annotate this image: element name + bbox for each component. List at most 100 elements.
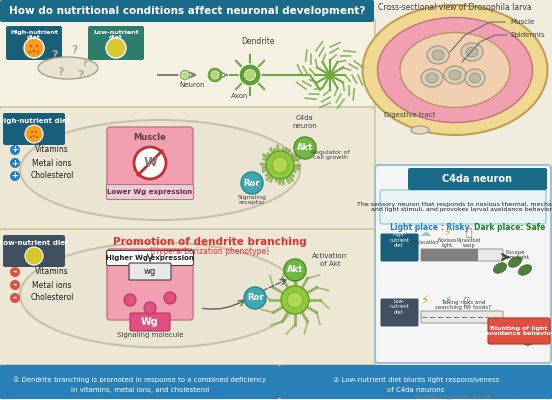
Text: Higher Wg expression: Higher Wg expression [106, 255, 194, 261]
FancyBboxPatch shape [0, 107, 375, 233]
Ellipse shape [432, 50, 444, 60]
Circle shape [211, 71, 219, 79]
Circle shape [31, 131, 33, 133]
FancyBboxPatch shape [130, 313, 170, 331]
Text: Muscle: Muscle [510, 19, 534, 25]
FancyBboxPatch shape [107, 127, 193, 188]
Text: Light place : Risky: Light place : Risky [390, 224, 470, 232]
Text: Vitamins: Vitamins [35, 268, 69, 276]
Text: of C4da neurons: of C4da neurons [388, 387, 445, 393]
Circle shape [207, 67, 223, 83]
Ellipse shape [465, 69, 485, 87]
Text: Akt: Akt [297, 144, 313, 152]
Circle shape [124, 294, 136, 306]
Text: ① Dendrite branching is promoted in response to a combined deficiency: ① Dendrite branching is promoted in resp… [13, 377, 267, 383]
FancyBboxPatch shape [0, 365, 280, 399]
Ellipse shape [513, 327, 527, 337]
Circle shape [239, 64, 261, 86]
FancyBboxPatch shape [408, 168, 547, 190]
FancyBboxPatch shape [0, 18, 375, 109]
Ellipse shape [449, 70, 461, 80]
Circle shape [25, 247, 43, 265]
Text: Axon: Axon [231, 93, 249, 99]
Circle shape [179, 69, 191, 81]
Circle shape [164, 292, 176, 304]
Text: High-nutrient diet: High-nutrient diet [0, 118, 70, 124]
Text: ?: ? [57, 67, 63, 77]
Circle shape [281, 286, 309, 314]
Ellipse shape [470, 73, 480, 83]
Ellipse shape [363, 5, 548, 135]
Ellipse shape [426, 73, 438, 83]
Text: ?: ? [77, 70, 83, 80]
Text: Low-nutrient
diet: Low-nutrient diet [93, 30, 139, 40]
Circle shape [10, 280, 20, 290]
Text: ?: ? [72, 45, 78, 55]
Text: Ror: Ror [244, 178, 260, 188]
Text: Cross-sectional view of Drosophila larva: Cross-sectional view of Drosophila larva [378, 4, 532, 12]
Circle shape [35, 44, 39, 48]
Circle shape [33, 50, 35, 52]
Ellipse shape [411, 126, 429, 134]
Circle shape [245, 70, 256, 80]
Text: Neuron: Neuron [179, 82, 205, 88]
Ellipse shape [518, 265, 532, 275]
Circle shape [35, 131, 37, 133]
Circle shape [30, 136, 32, 138]
Text: ?: ? [52, 50, 59, 60]
Text: -: - [13, 267, 17, 277]
Ellipse shape [20, 120, 300, 220]
Text: -: - [13, 293, 17, 303]
Text: Noxious
light: Noxious light [437, 238, 457, 248]
Text: Blunting of light
avoidance behavior: Blunting of light avoidance behavior [485, 326, 552, 336]
FancyBboxPatch shape [421, 249, 478, 261]
Ellipse shape [421, 69, 443, 87]
Ellipse shape [38, 57, 98, 79]
Circle shape [134, 147, 166, 179]
Circle shape [294, 137, 316, 159]
Circle shape [144, 302, 156, 314]
Text: Promotion of dendrite branching: Promotion of dendrite branching [113, 237, 307, 247]
Text: ⚡: ⚡ [444, 295, 452, 305]
Text: ☁: ☁ [420, 228, 431, 238]
Text: +: + [12, 158, 19, 168]
Circle shape [272, 157, 288, 173]
Circle shape [10, 293, 20, 303]
Text: Illustrated by Hiroko Uchida: Illustrated by Hiroko Uchida [413, 396, 490, 400]
Text: Cholesterol: Cholesterol [30, 294, 73, 302]
Text: ② Low-nutrient diet blunts light responsiveness: ② Low-nutrient diet blunts light respons… [333, 377, 499, 383]
Text: Activation
of Akt: Activation of Akt [312, 254, 348, 266]
Circle shape [182, 72, 188, 78]
FancyBboxPatch shape [129, 263, 171, 280]
Ellipse shape [444, 66, 466, 84]
Text: ?: ? [82, 58, 88, 68]
Circle shape [33, 135, 35, 137]
FancyBboxPatch shape [107, 249, 193, 320]
FancyBboxPatch shape [380, 234, 418, 262]
Text: Parasitoid
wasp: Parasitoid wasp [457, 238, 481, 248]
Text: Cholesterol: Cholesterol [30, 172, 73, 180]
Ellipse shape [20, 242, 300, 348]
Circle shape [266, 151, 294, 179]
Text: Low-
nutrient
diet: Low- nutrient diet [389, 299, 409, 315]
Circle shape [284, 259, 306, 281]
FancyBboxPatch shape [375, 165, 551, 363]
FancyBboxPatch shape [488, 318, 550, 344]
Text: Metal ions: Metal ions [32, 158, 72, 168]
FancyBboxPatch shape [3, 235, 65, 267]
Text: Signaling molecule: Signaling molecule [117, 332, 183, 338]
Text: W: W [143, 156, 157, 170]
Text: ⚡: ⚡ [421, 294, 429, 306]
Circle shape [10, 158, 20, 168]
Text: +: + [12, 172, 19, 180]
Text: Vitamins: Vitamins [35, 146, 69, 154]
Text: C4da
neuron: C4da neuron [293, 116, 317, 128]
Ellipse shape [461, 43, 483, 61]
FancyBboxPatch shape [421, 311, 503, 323]
Text: in vitamins, metal ions, and cholesterol: in vitamins, metal ions, and cholesterol [71, 387, 209, 393]
Text: +: + [12, 146, 19, 154]
FancyBboxPatch shape [107, 250, 194, 266]
Circle shape [24, 38, 44, 58]
Text: Low-nutrient diet: Low-nutrient diet [0, 240, 69, 246]
Text: High-
nutrient
diet: High- nutrient diet [389, 232, 409, 248]
